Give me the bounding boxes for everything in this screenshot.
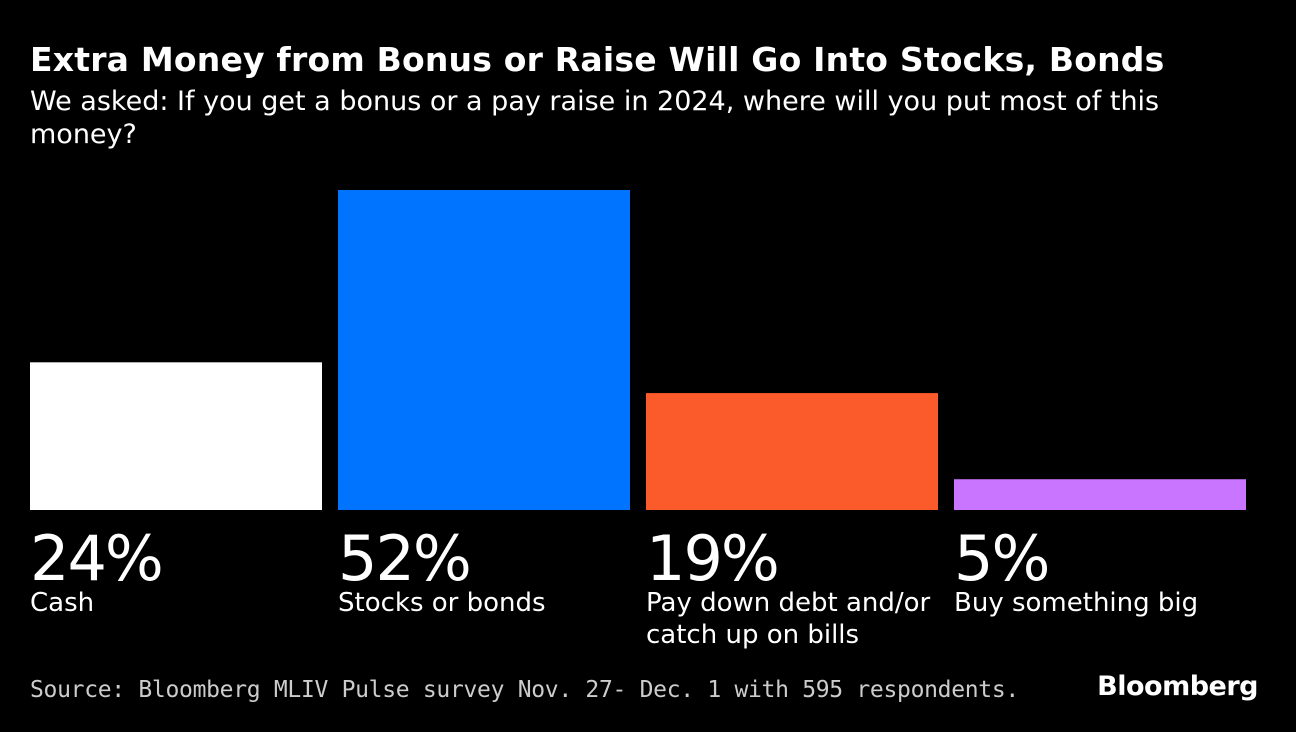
bar-1 xyxy=(338,190,630,510)
bar-3 xyxy=(954,479,1246,510)
category-label-2: Pay down debt and/or xyxy=(646,588,931,618)
category-label-3: Buy something big xyxy=(954,588,1198,618)
chart-subtitle: We asked: If you get a bonus or a pay ra… xyxy=(30,86,1160,150)
value-label-2: 19% xyxy=(646,522,778,595)
category-label-0: Cash xyxy=(30,588,94,618)
bar-2 xyxy=(646,393,938,510)
source-note: Source: Bloomberg MLIV Pulse survey Nov.… xyxy=(30,677,1019,703)
value-label-1: 52% xyxy=(338,522,470,595)
bloomberg-logo: Bloomberg xyxy=(1097,671,1258,702)
bar-0 xyxy=(30,362,322,510)
category-label-1: Stocks or bonds xyxy=(338,588,546,618)
value-label-3: 5% xyxy=(954,522,1048,595)
category-label-2-line-1: catch up on bills xyxy=(646,620,859,650)
chart-title: Extra Money from Bonus or Raise Will Go … xyxy=(30,40,1165,79)
value-label-0: 24% xyxy=(30,522,162,595)
